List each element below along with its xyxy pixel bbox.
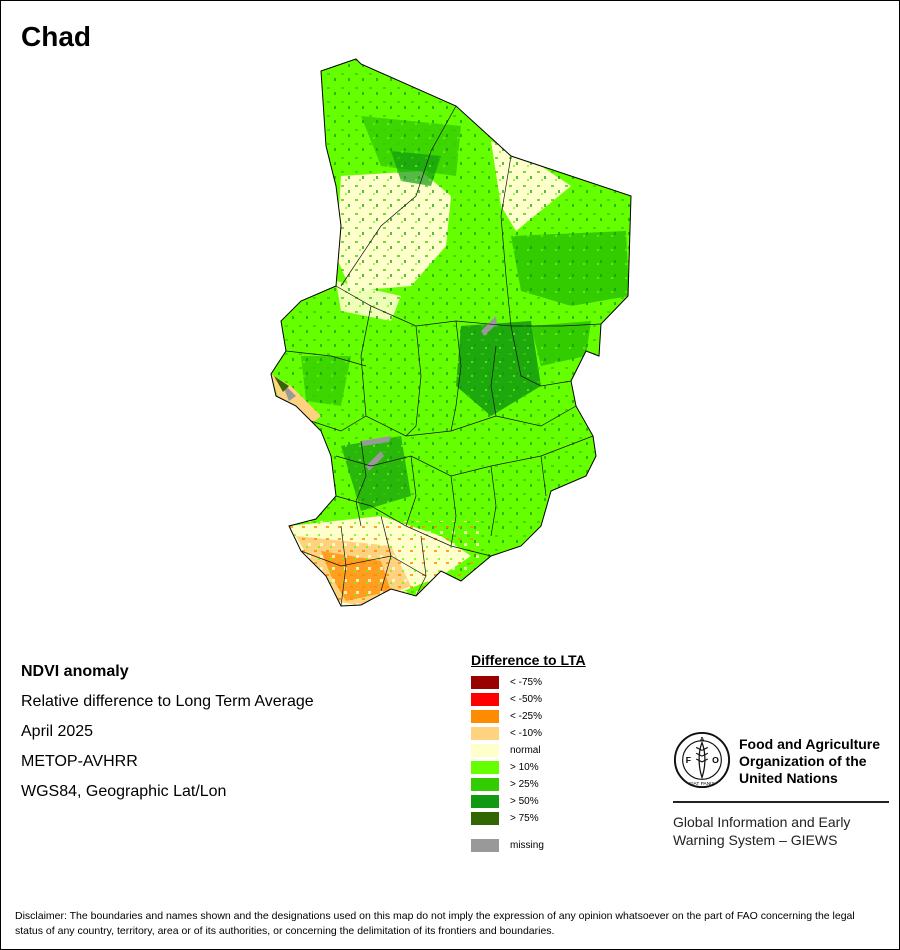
fao-logo-motto: FIAT PANIS	[689, 781, 715, 787]
ndvi-map	[241, 56, 651, 616]
legend-item: > 50%	[471, 793, 586, 810]
map-period: April 2025	[21, 723, 94, 740]
legend-label: < -10%	[510, 728, 542, 739]
chad-ndvi-map-svg	[270, 58, 632, 607]
legend-swatch	[471, 693, 499, 706]
legend-swatch	[471, 710, 499, 723]
map-subtitle: NDVI anomaly	[21, 663, 129, 680]
fao-name-line-2: Organization of the	[739, 753, 867, 769]
legend-title: Difference to LTA	[471, 652, 586, 668]
giews-line-2: Warning System – GIEWS	[673, 832, 838, 848]
legend-label: < -25%	[510, 711, 542, 722]
legend-swatch	[471, 727, 499, 740]
legend-label: > 50%	[510, 796, 539, 807]
fao-branding: F A O FIAT PANIS Food and Agriculture Or…	[673, 731, 891, 849]
legend-item: > 75%	[471, 810, 586, 827]
legend: Difference to LTA < -75% < -50% < -25% <…	[471, 652, 586, 854]
legend-swatch	[471, 744, 499, 757]
map-metadata: NDVI anomaly Relative difference to Long…	[21, 657, 314, 807]
legend-label: > 10%	[510, 762, 539, 773]
legend-label: < -50%	[510, 694, 542, 705]
legend-items: < -75% < -50% < -25% < -10% normal > 10%…	[471, 674, 586, 827]
fao-logo-letter-f: F	[686, 755, 691, 765]
legend-item: < -10%	[471, 725, 586, 742]
map-title: Chad	[21, 21, 91, 52]
legend-label: > 25%	[510, 779, 539, 790]
fao-organization-name: Food and Agriculture Organization of the…	[739, 736, 880, 787]
legend-label: normal	[510, 745, 541, 756]
fao-emblem-icon: F A O FIAT PANIS	[673, 731, 731, 789]
disclaimer: Disclaimer: The boundaries and names sho…	[15, 910, 855, 937]
fao-name-line-3: United Nations	[739, 770, 838, 786]
legend-swatch	[471, 812, 499, 825]
legend-label: > 75%	[510, 813, 539, 824]
legend-swatch-missing	[471, 839, 499, 852]
map-description: Relative difference to Long Term Average	[21, 693, 314, 710]
giews-line-1: Global Information and Early	[673, 814, 851, 830]
legend-swatch	[471, 676, 499, 689]
legend-label-missing: missing	[510, 840, 544, 851]
legend-item-missing: missing	[471, 837, 586, 854]
fao-name-line-1: Food and Agriculture	[739, 736, 881, 752]
admin-boundaries	[285, 105, 602, 607]
ndvi-raster	[271, 59, 631, 606]
legend-item: < -75%	[471, 674, 586, 691]
legend-item: normal	[471, 742, 586, 759]
legend-label: < -75%	[510, 677, 542, 688]
legend-item: > 25%	[471, 776, 586, 793]
map-projection: WGS84, Geographic Lat/Lon	[21, 783, 227, 800]
fao-divider	[673, 801, 889, 803]
giews-name: Global Information and Early Warning Sys…	[673, 813, 891, 849]
fao-logo-letter-a: A	[700, 737, 705, 744]
legend-swatch	[471, 761, 499, 774]
legend-swatch	[471, 778, 499, 791]
legend-swatch	[471, 795, 499, 808]
legend-item: > 10%	[471, 759, 586, 776]
legend-item: < -25%	[471, 708, 586, 725]
legend-item: < -50%	[471, 691, 586, 708]
fao-logo-letter-o: O	[712, 755, 719, 765]
map-sensor: METOP-AVHRR	[21, 753, 138, 770]
country-boundary	[270, 58, 632, 607]
